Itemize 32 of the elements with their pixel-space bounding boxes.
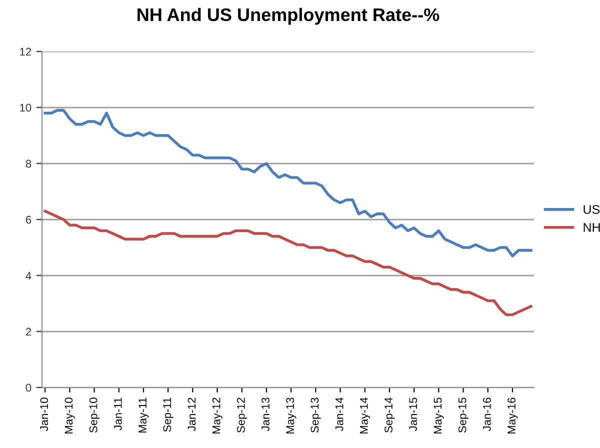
x-tick-label: Jan-10	[40, 398, 48, 432]
x-tick-label: Jan-16	[482, 398, 491, 432]
chart-title: NH And US Unemployment Rate--%	[138, 8, 440, 25]
x-tick-label: Jan-11	[114, 398, 122, 430]
line-series	[44, 108, 532, 258]
x-tick-label: Sep-11	[163, 398, 174, 432]
line-series	[44, 210, 532, 316]
x-tick-label: May-11	[138, 398, 149, 433]
y-tick-label: 6	[26, 216, 32, 224]
x-tick-label: Jan-15	[409, 398, 418, 432]
x-tick-label: May-13	[286, 398, 296, 434]
y-tick-label: 12	[20, 48, 32, 56]
x-tick-label: Sep-12	[236, 398, 248, 433]
x-tick-label: Sep-13	[310, 398, 321, 433]
x-tick-label: May-15	[434, 398, 444, 434]
x-tick-label: Sep-14	[384, 398, 395, 433]
x-tick-label: May-14	[360, 398, 370, 434]
x-tick-label: Jan-14	[336, 398, 344, 432]
y-tick-label: 2	[26, 328, 32, 336]
x-tick-label: Sep-10	[89, 398, 100, 433]
x-tick-label: Jan-13	[262, 398, 270, 432]
x-tick-label: Sep-15	[458, 398, 468, 433]
x-tick-label: Jan-12	[188, 398, 196, 432]
legend-label: NH	[584, 223, 600, 232]
x-tick-label: May-16	[508, 398, 518, 434]
x-tick-label: May-10	[64, 398, 75, 434]
y-tick-label: 4	[26, 272, 32, 280]
y-tick-label: 10	[20, 104, 32, 112]
y-tick-label: 8	[26, 160, 32, 168]
legend-label: US	[584, 205, 600, 214]
y-tick-label: 0	[26, 384, 32, 392]
x-tick-label: May-12	[212, 398, 222, 434]
